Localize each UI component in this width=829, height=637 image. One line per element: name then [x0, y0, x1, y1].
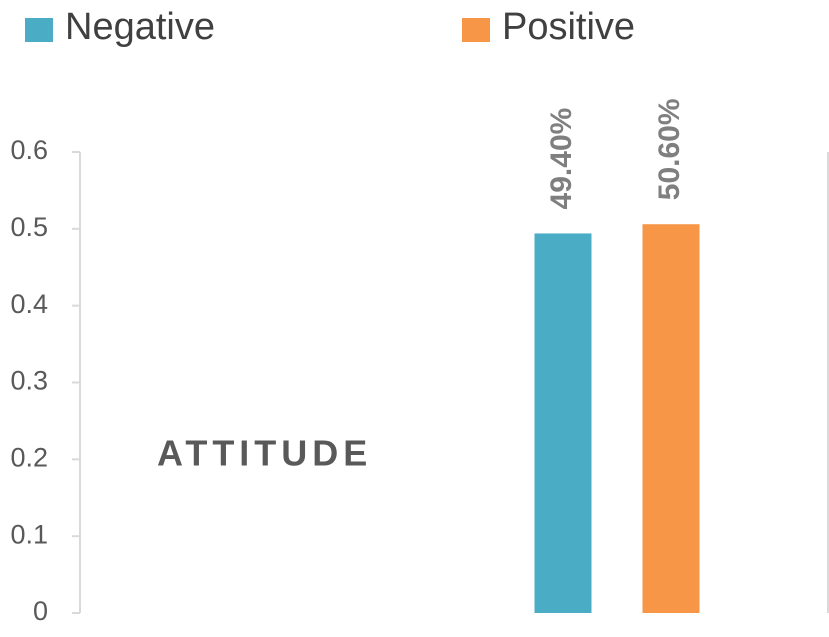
y-tick-label: 0: [33, 596, 48, 626]
legend-label: Negative: [65, 6, 215, 48]
legend-swatch: [462, 18, 490, 42]
y-tick-label: 0.4: [10, 289, 48, 319]
bar: [642, 224, 700, 613]
y-tick-label: 0.3: [10, 366, 48, 396]
legend-label: Positive: [502, 6, 635, 48]
data-label: 50.60%: [653, 98, 686, 200]
y-tick-label: 0.5: [10, 212, 48, 242]
data-label: 49.40%: [545, 108, 578, 210]
y-tick-label: 0.2: [10, 442, 48, 472]
annotation: ATTITUDE: [157, 433, 372, 474]
y-tick-label: 0.1: [10, 519, 48, 549]
legend-swatch: [25, 18, 53, 42]
bar: [534, 233, 592, 613]
y-tick-label: 0.6: [10, 135, 48, 165]
